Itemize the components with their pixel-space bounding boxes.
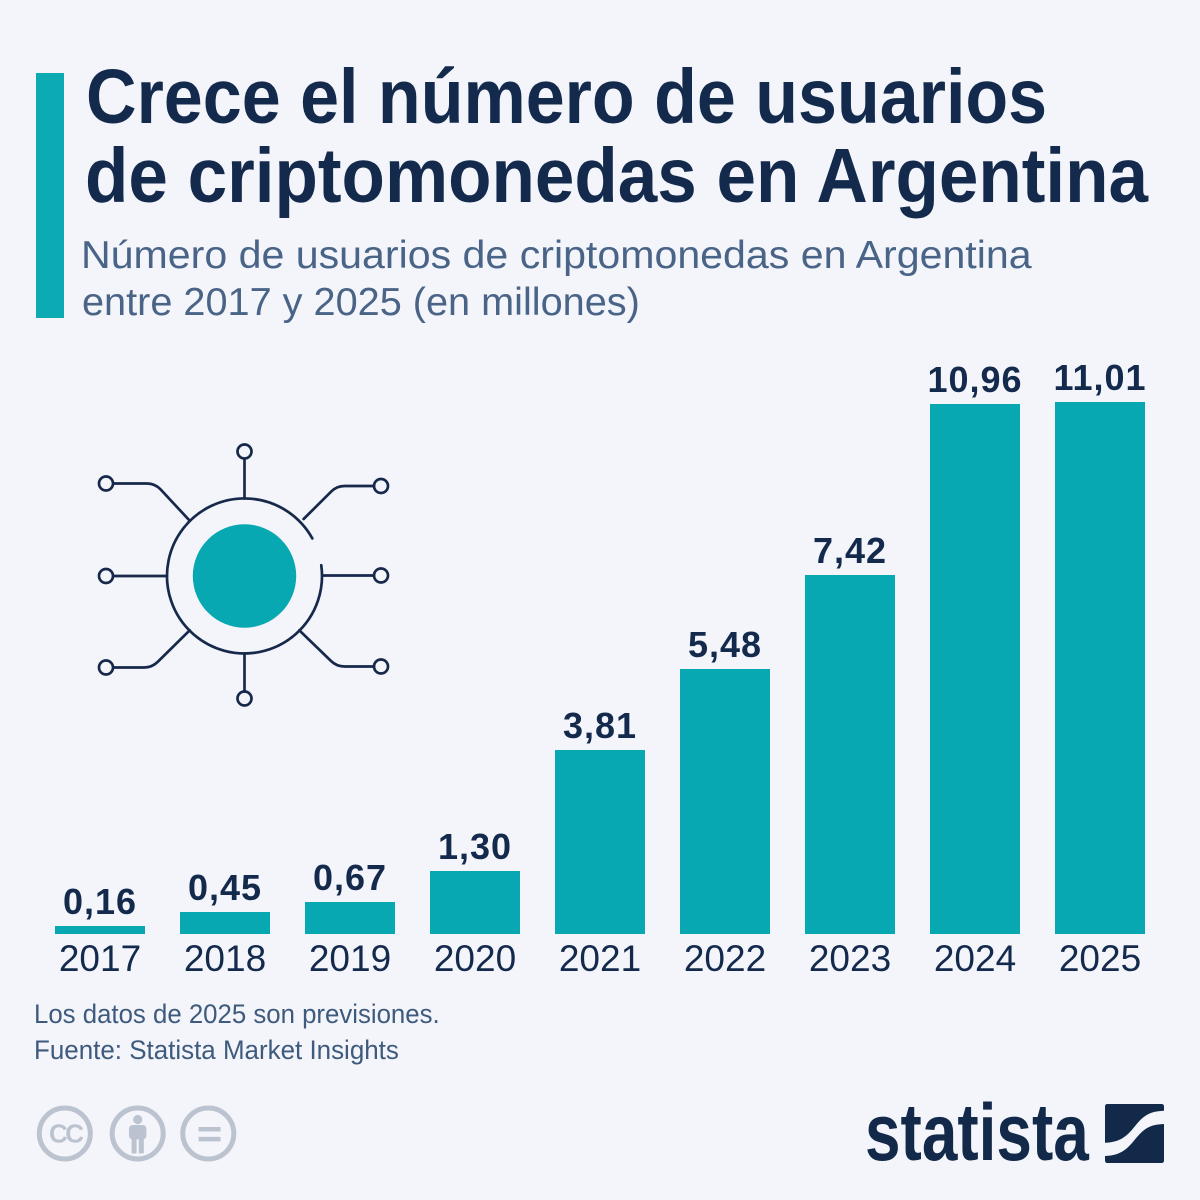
svg-text:CC: CC <box>49 1119 84 1149</box>
